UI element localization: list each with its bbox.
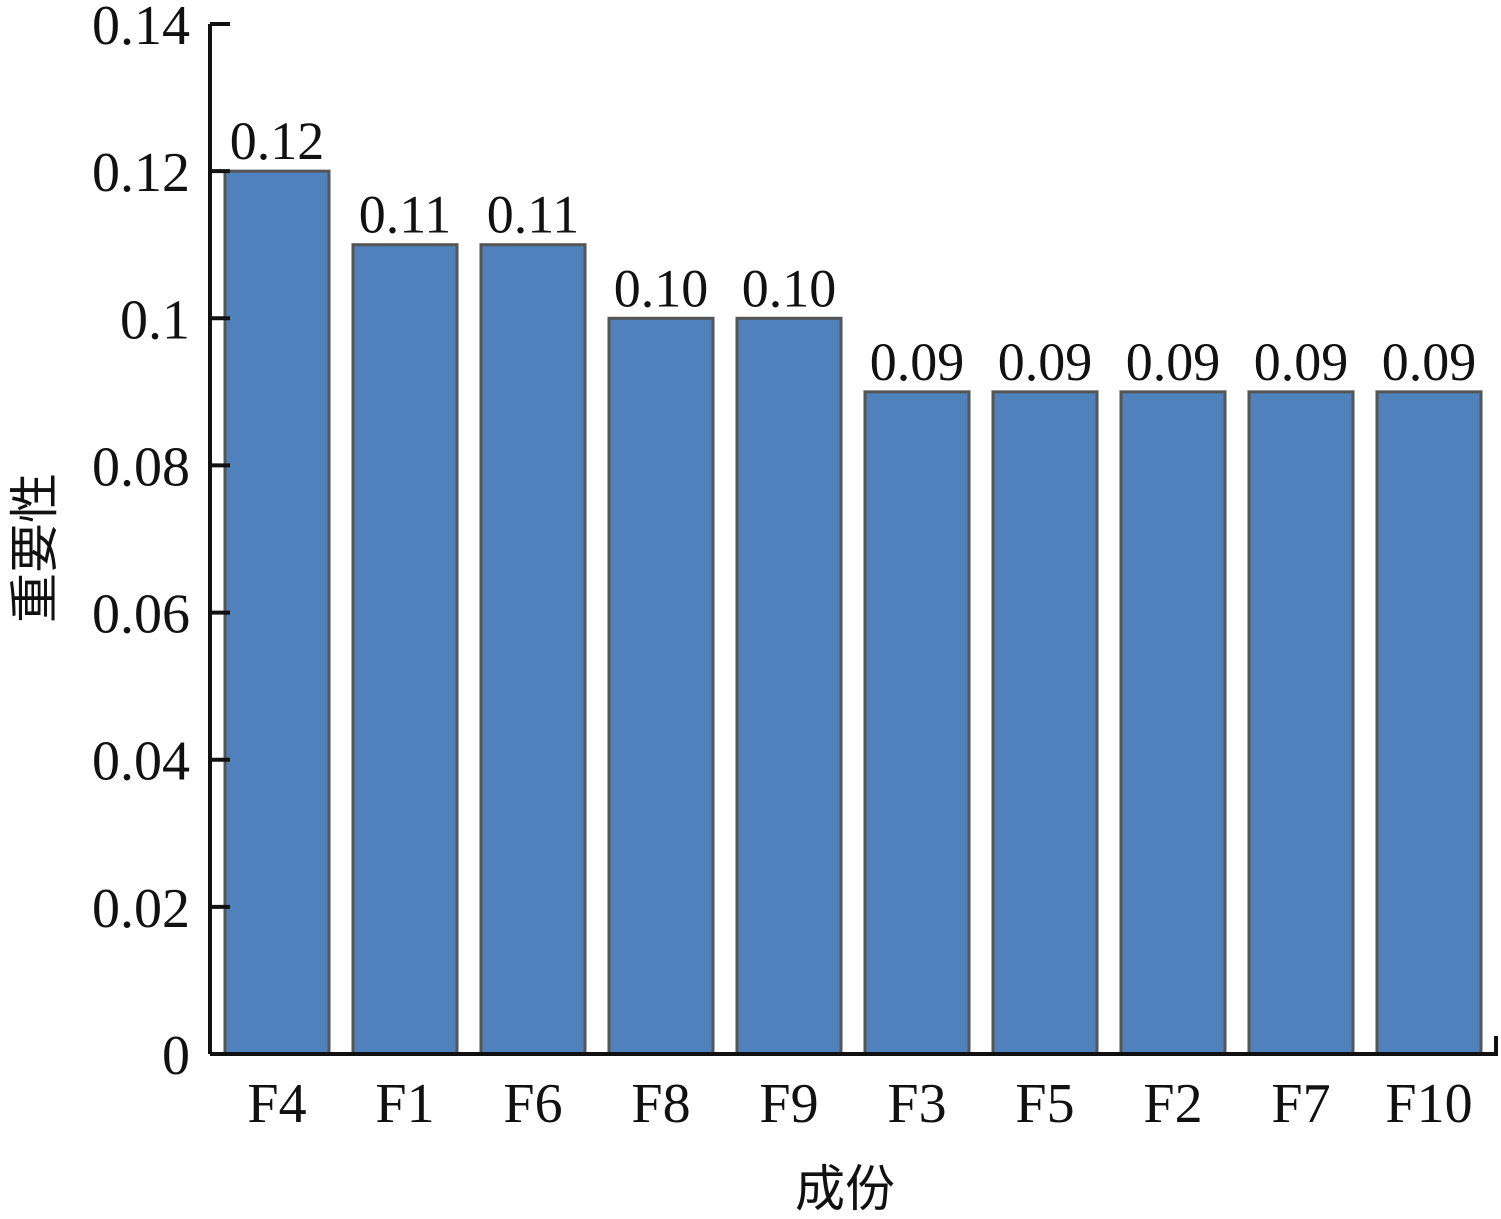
bar-value-label: 0.09 <box>870 332 965 392</box>
y-tick-label: 0.1 <box>120 289 190 351</box>
bar-f7 <box>1247 390 1355 1056</box>
x-tick-label: F1 <box>375 1073 434 1135</box>
x-tick-label: F9 <box>759 1073 818 1135</box>
y-tick-label: 0.06 <box>92 584 190 646</box>
bar-f4 <box>223 169 331 1056</box>
bar-value-label: 0.09 <box>1254 332 1349 392</box>
y-tick-label: 0.08 <box>92 436 190 498</box>
x-tick-label: F6 <box>503 1073 562 1135</box>
x-tick-label: F5 <box>1015 1073 1074 1135</box>
bar-f9 <box>735 316 843 1056</box>
y-tick-label: 0 <box>162 1025 190 1087</box>
bar-f2 <box>1119 390 1227 1056</box>
bar-value-label: 0.10 <box>614 258 709 318</box>
x-tick-label: F10 <box>1385 1073 1472 1135</box>
x-tick-label: F8 <box>631 1073 690 1135</box>
x-tick-label: F4 <box>247 1073 306 1135</box>
bar-f6 <box>479 243 587 1056</box>
bar-f10 <box>1375 390 1483 1056</box>
bar-value-label: 0.10 <box>742 258 837 318</box>
axes-group <box>208 24 1498 1056</box>
y-ticks-group: 0 0.02 0.04 0.06 0.08 0.1 0.12 0.14 <box>92 0 230 1087</box>
bar-f3 <box>863 390 971 1056</box>
y-axis-title: 重要性 <box>6 473 64 623</box>
y-tick-label: 0.14 <box>92 0 190 57</box>
x-tick-label: F2 <box>1143 1073 1202 1135</box>
bar-value-label: 0.09 <box>998 332 1093 392</box>
y-tick-label: 0.02 <box>92 878 190 940</box>
bar-value-label: 0.12 <box>230 111 325 171</box>
x-tick-label: F3 <box>887 1073 946 1135</box>
x-axis-title: 成份 <box>795 1160 895 1218</box>
bar-value-label: 0.09 <box>1382 332 1477 392</box>
bars-group <box>223 169 1483 1056</box>
bar-labels-group: 0.12 0.11 0.11 0.10 0.10 0.09 0.09 0.09 0.09 0.09 <box>230 111 1477 392</box>
bar-value-label: 0.11 <box>359 185 452 245</box>
y-tick-label: 0.04 <box>92 731 190 793</box>
x-tick-label: F7 <box>1271 1073 1330 1135</box>
bar-value-label: 0.09 <box>1126 332 1221 392</box>
bar-value-label: 0.11 <box>487 185 580 245</box>
y-tick-label: 0.12 <box>92 142 190 204</box>
x-ticks-group: F4 F1 F6 F8 F9 F3 F5 F2 F7 F10 <box>247 1073 1472 1135</box>
bar-f8 <box>607 316 715 1056</box>
bar-f1 <box>351 243 459 1056</box>
bar-f5 <box>991 390 1099 1056</box>
